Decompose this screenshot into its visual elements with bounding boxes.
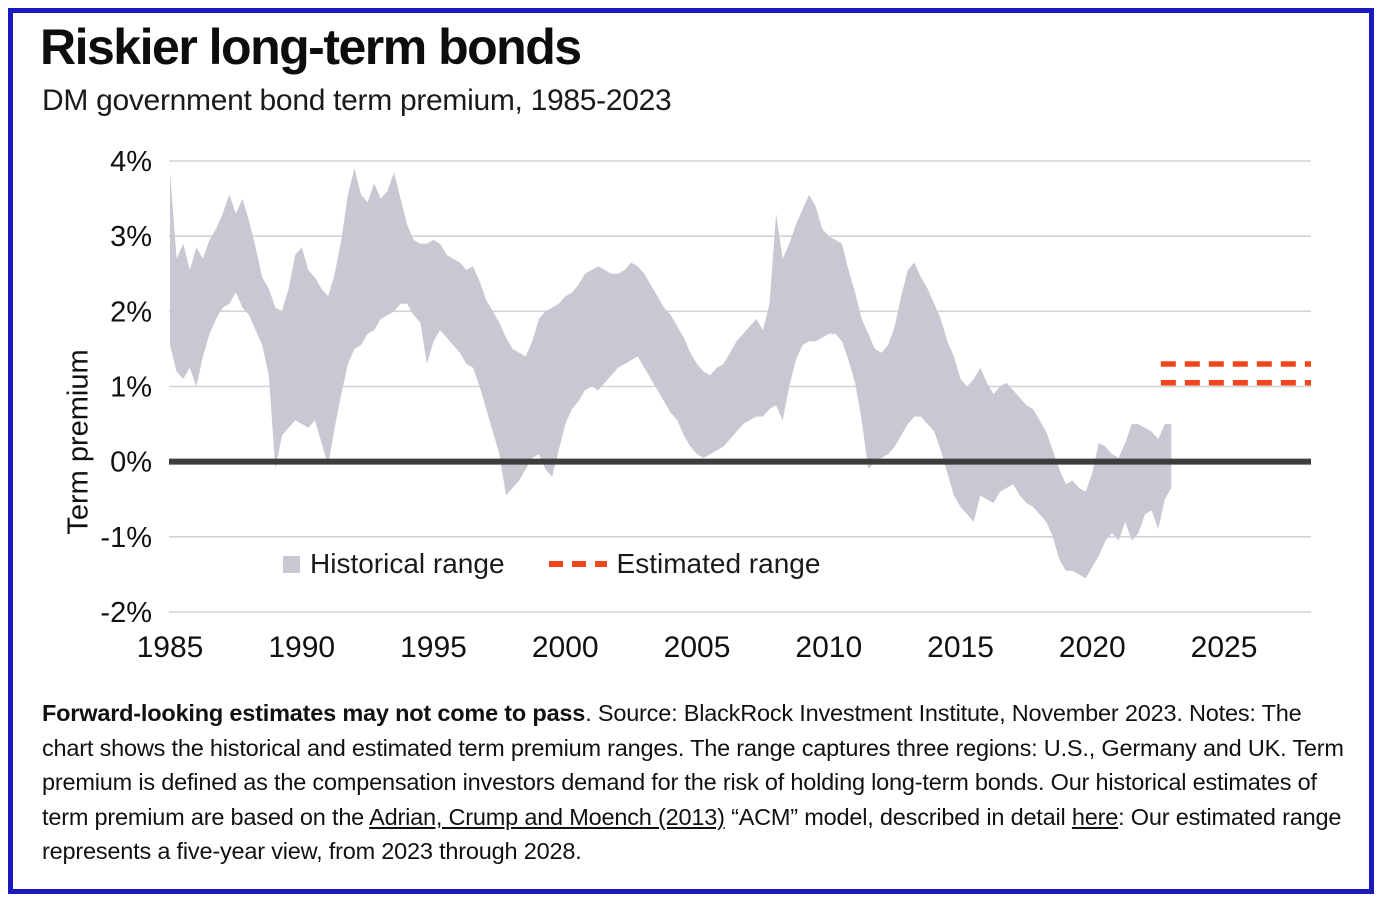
legend-item-estimated-range: Estimated range [548, 548, 821, 580]
x-tick-label-2005: 2005 [664, 631, 731, 664]
x-axis-tick-labels: 1985 1990 1995 2000 2005 2010 2015 2020 2025 [137, 631, 1258, 664]
historical-range-band [170, 168, 1172, 579]
x-tick-label-1990: 1990 [268, 631, 335, 664]
x-tick-label-2015: 2015 [927, 631, 994, 664]
y-axis-tick-labels: 4% 3% 2% 1% 0% -1% -2% [100, 146, 152, 629]
footnote-closing-text: : Our estimated range represents a five-… [42, 803, 1342, 865]
legend-label-estimated: Estimated range [616, 548, 821, 579]
footnote-model-text: “ACM” model, described in detail [724, 803, 1072, 830]
y-tick-label-0%: 0% [110, 447, 152, 479]
chart-legend: Historical range Estimated range [283, 548, 820, 580]
page-title: Riskier long-term bonds [40, 19, 582, 75]
x-tick-label-1985: 1985 [137, 631, 204, 664]
legend-item-historical-range: Historical range [283, 548, 505, 580]
y-axis-title: Term premium [62, 349, 95, 535]
here-link[interactable]: here [1071, 803, 1119, 830]
footnote-disclaimer: Forward-looking estimates may not come t… [42, 700, 586, 726]
estimated-range-dash-icon [548, 561, 607, 567]
historical-range-area [170, 168, 1172, 579]
x-tick-label-2020: 2020 [1059, 631, 1126, 664]
x-tick-label-1995: 1995 [400, 631, 467, 664]
y-tick-label-4%: 4% [110, 146, 152, 178]
x-tick-label-2000: 2000 [532, 631, 599, 664]
estimated-range-lines [1160, 361, 1311, 386]
historical-range-swatch-icon [283, 555, 300, 573]
y-tick-label--1%: -1% [100, 522, 152, 554]
source-footnote: Forward-looking estimates may not come t… [42, 696, 1344, 869]
chart-subtitle: DM government bond term premium, 1985-20… [42, 84, 672, 117]
y-tick-label-3%: 3% [110, 221, 152, 253]
y-tick-label-2%: 2% [110, 296, 152, 328]
acm-paper-link[interactable]: Adrian, Crump and Moench (2013) [369, 803, 725, 830]
footnote-source-text: . Source: BlackRock Investment Institute… [42, 700, 1344, 830]
legend-label-historical: Historical range [310, 548, 505, 579]
y-tick-label--2%: -2% [100, 597, 152, 629]
x-tick-label-2010: 2010 [795, 631, 862, 664]
x-tick-label-2025: 2025 [1191, 631, 1258, 664]
y-tick-label-1%: 1% [110, 372, 152, 404]
